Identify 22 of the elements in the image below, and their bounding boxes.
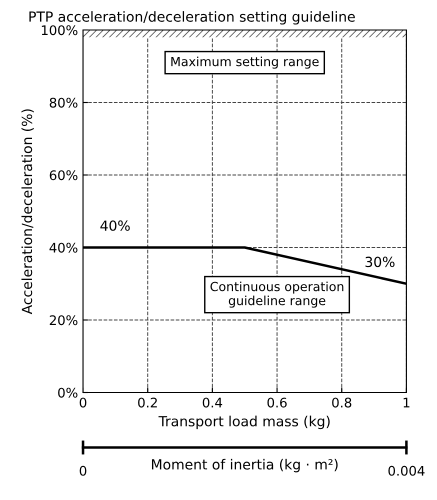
- x-axis-title: Transport load mass (kg): [158, 416, 330, 430]
- x-tick-label: 0.4: [202, 398, 222, 408]
- x-tick-label: 0.6: [267, 398, 287, 408]
- y-tick-label: 100%: [42, 25, 78, 36]
- y-tick-label: 80%: [50, 98, 78, 108]
- y-tick-label: 20%: [50, 315, 78, 326]
- x2-tick-label: 0: [80, 466, 86, 476]
- x-tick-label: 0.8: [332, 398, 352, 408]
- chart-title: PTP acceleration/deceleration setting guideline: [29, 11, 355, 25]
- x-tick-label: 0: [80, 398, 86, 408]
- data-label: 30%: [365, 256, 395, 268]
- x2-axis-title: Moment of inertia (kg · m²): [152, 458, 338, 472]
- x-tick-label: 0.2: [138, 398, 157, 408]
- x2-tick-label: 0.004: [388, 466, 425, 476]
- data-label: 40%: [100, 220, 130, 231]
- annotation: Continuous operation guideline range: [210, 282, 344, 308]
- y-tick-label: 0%: [58, 388, 78, 398]
- y-axis-title: Acceleration/deceleration (%): [21, 109, 34, 314]
- y-tick-label: 60%: [50, 170, 78, 180]
- annotation: Maximum setting range: [171, 56, 319, 69]
- y-tick-label: 40%: [49, 242, 78, 253]
- x-tick-label: 1: [404, 398, 410, 408]
